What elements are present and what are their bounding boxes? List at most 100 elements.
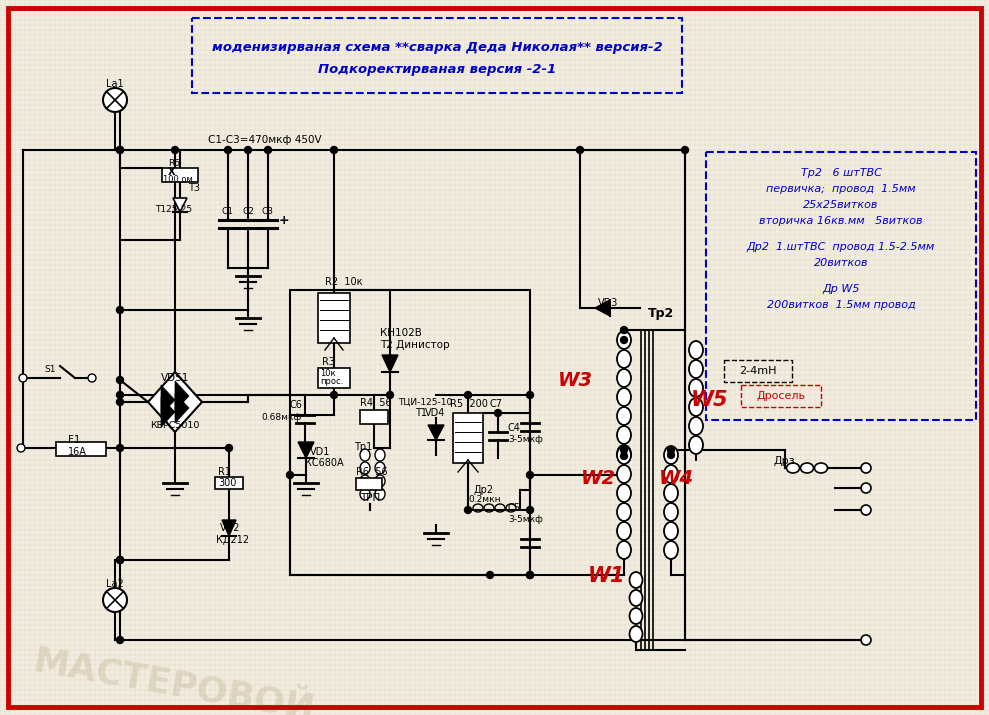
Bar: [56, 442, 106, 456]
Text: La2: La2: [106, 579, 124, 589]
Text: W5: W5: [691, 390, 729, 410]
Ellipse shape: [617, 388, 631, 406]
Text: R1: R1: [218, 467, 231, 477]
Circle shape: [620, 327, 627, 333]
Text: 100 ом: 100 ом: [163, 174, 193, 184]
Text: вторичка 16кв.мм   5витков: вторичка 16кв.мм 5витков: [760, 216, 923, 226]
Text: КС680А: КС680А: [305, 458, 343, 468]
Circle shape: [117, 307, 124, 313]
Bar: [192, 18, 682, 93]
Circle shape: [526, 571, 533, 578]
Bar: [360, 410, 388, 424]
Bar: [453, 413, 483, 463]
Ellipse shape: [375, 462, 385, 474]
Circle shape: [526, 471, 533, 478]
Text: 0.68мкф: 0.68мкф: [262, 413, 302, 422]
Circle shape: [330, 392, 337, 398]
Circle shape: [620, 446, 627, 453]
Text: 2-4mH: 2-4mH: [739, 366, 776, 376]
Text: Дрз: Дрз: [773, 456, 794, 466]
Ellipse shape: [689, 436, 703, 454]
Circle shape: [494, 410, 501, 417]
Text: КН102В: КН102В: [380, 328, 422, 338]
Text: VD4: VD4: [425, 408, 445, 418]
Text: C5: C5: [508, 503, 521, 513]
Text: T1: T1: [415, 408, 427, 418]
Circle shape: [668, 451, 674, 458]
Circle shape: [117, 445, 124, 451]
Text: 3-5мкф: 3-5мкф: [508, 516, 543, 525]
Circle shape: [171, 147, 178, 154]
Text: R5  200: R5 200: [450, 399, 488, 409]
Ellipse shape: [664, 465, 678, 483]
Polygon shape: [173, 198, 187, 212]
Polygon shape: [175, 393, 189, 423]
Polygon shape: [148, 372, 202, 432]
Text: 3-5мкф: 3-5мкф: [508, 435, 543, 445]
Ellipse shape: [617, 465, 631, 483]
Polygon shape: [382, 355, 398, 372]
Ellipse shape: [689, 398, 703, 416]
Polygon shape: [298, 442, 314, 458]
Circle shape: [117, 398, 124, 405]
Ellipse shape: [617, 503, 631, 521]
Text: Тр2   6 штТВС: Тр2 6 штТВС: [800, 168, 881, 178]
Ellipse shape: [375, 475, 385, 487]
Text: C3: C3: [262, 207, 274, 217]
Text: Др W5: Др W5: [822, 284, 859, 294]
Bar: [318, 293, 350, 343]
Text: R4  56: R4 56: [360, 398, 392, 408]
Bar: [290, 290, 530, 575]
Circle shape: [117, 556, 124, 563]
Circle shape: [487, 571, 494, 578]
Circle shape: [861, 505, 871, 515]
Circle shape: [225, 147, 231, 154]
Text: R6  56: R6 56: [356, 467, 388, 477]
Circle shape: [264, 147, 272, 154]
Circle shape: [526, 392, 533, 398]
Text: 200витков  1.5мм провод: 200витков 1.5мм провод: [766, 300, 916, 310]
Ellipse shape: [815, 463, 828, 473]
Text: Тр1: Тр1: [354, 442, 372, 452]
Circle shape: [861, 635, 871, 645]
Text: La1: La1: [106, 79, 124, 89]
Ellipse shape: [617, 407, 631, 425]
Text: 16A: 16A: [68, 447, 87, 457]
Circle shape: [620, 337, 627, 343]
Bar: [356, 478, 382, 490]
Ellipse shape: [689, 341, 703, 359]
Bar: [318, 368, 350, 388]
Circle shape: [19, 374, 27, 382]
Text: 10к: 10к: [320, 368, 335, 378]
Text: Др2  1.штТВС  провод 1.5-2.5мм: Др2 1.штТВС провод 1.5-2.5мм: [747, 242, 936, 252]
Text: T125-25: T125-25: [155, 205, 192, 214]
Bar: [215, 477, 243, 489]
Text: W1: W1: [588, 566, 626, 586]
Text: C1-C3=470мкф 450V: C1-C3=470мкф 450V: [208, 135, 321, 145]
Ellipse shape: [664, 541, 678, 559]
Circle shape: [117, 636, 124, 644]
Ellipse shape: [800, 463, 814, 473]
Text: Подкоректирваная версия -2-1: Подкоректирваная версия -2-1: [317, 64, 556, 77]
Text: VD3: VD3: [598, 298, 618, 308]
Circle shape: [117, 556, 124, 563]
Ellipse shape: [664, 522, 678, 540]
Text: Др2: Др2: [473, 485, 494, 495]
Text: 300: 300: [218, 478, 236, 488]
Text: прос.: прос.: [320, 377, 343, 385]
Text: W3: W3: [558, 370, 592, 390]
Text: W2: W2: [581, 468, 615, 488]
Ellipse shape: [630, 590, 643, 606]
Ellipse shape: [786, 463, 799, 473]
Ellipse shape: [617, 445, 631, 463]
Ellipse shape: [630, 608, 643, 624]
Text: МАСТЕРОВОЙ: МАСТЕРОВОЙ: [30, 644, 317, 715]
Ellipse shape: [617, 522, 631, 540]
Text: Дросель: Дросель: [757, 391, 805, 401]
Circle shape: [330, 147, 337, 154]
Circle shape: [577, 147, 584, 154]
Text: C2: C2: [242, 207, 254, 217]
Text: S1: S1: [45, 365, 55, 375]
Text: 0.2мкн: 0.2мкн: [468, 495, 500, 505]
Text: КД212: КД212: [216, 535, 249, 545]
